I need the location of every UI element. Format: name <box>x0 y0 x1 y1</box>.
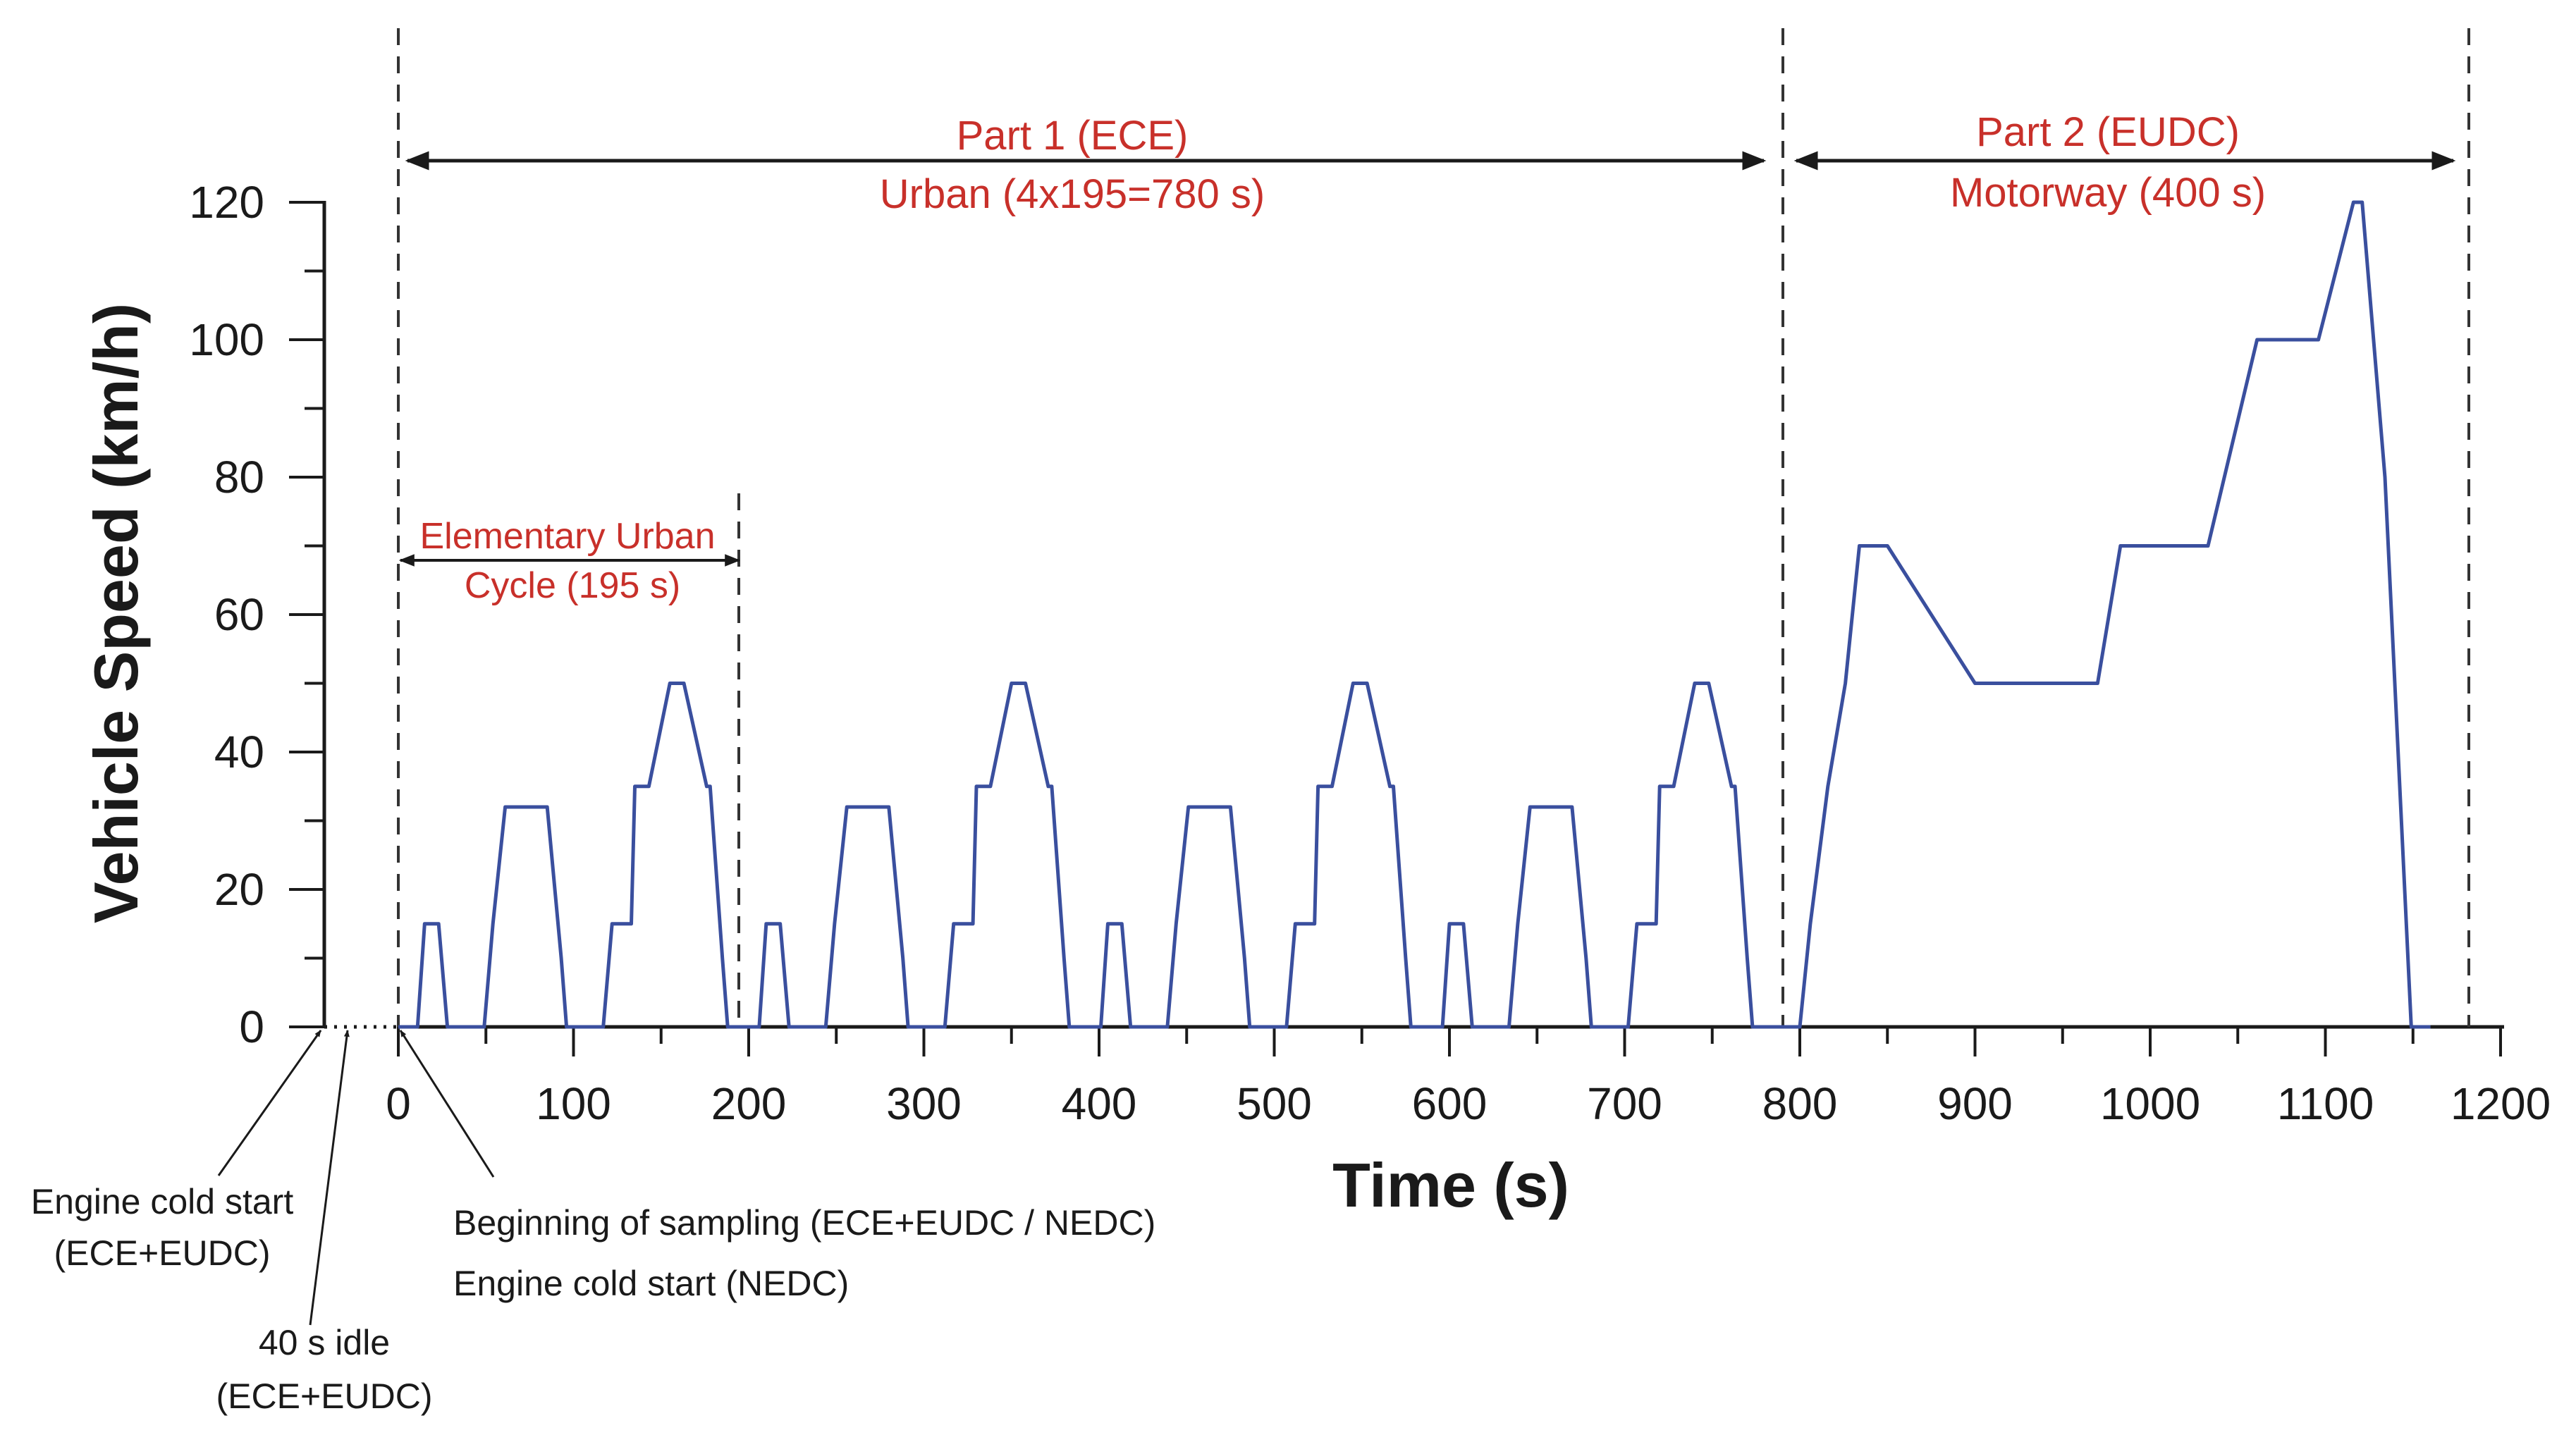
x-tick-label: 800 <box>1762 1078 1838 1129</box>
x-tick-label: 1000 <box>2100 1078 2200 1129</box>
x-tick-label: 100 <box>536 1078 611 1129</box>
y-tick-label: 80 <box>214 452 264 503</box>
x-tick-label: 200 <box>711 1078 787 1129</box>
x-tick-label: 500 <box>1237 1078 1312 1129</box>
x-tick-label: 300 <box>886 1078 962 1129</box>
y-tick-label: 40 <box>214 727 264 777</box>
y-tick-label: 100 <box>189 314 264 365</box>
x-tick-label: 0 <box>386 1078 411 1129</box>
part1-sublabel: Urban (4x195=780 s) <box>880 171 1265 217</box>
cold-start-note-sub: (ECE+EUDC) <box>54 1233 271 1273</box>
part2-label: Part 2 (EUDC) <box>1976 109 2240 155</box>
idle-pointer <box>309 1030 350 1326</box>
y-tick-label: 0 <box>239 1002 264 1052</box>
x-axis-title: Time (s) <box>1332 1150 1569 1220</box>
part2-sublabel: Motorway (400 s) <box>1950 170 2266 216</box>
sampling-note-sub: Engine cold start (NEDC) <box>453 1264 849 1303</box>
x-tick-label: 900 <box>1937 1078 2013 1129</box>
x-tick-label: 600 <box>1412 1078 1488 1129</box>
speed-profile-line <box>398 200 2431 1029</box>
y-tick-label: 120 <box>189 177 264 228</box>
cold-start-pointer <box>217 1030 322 1176</box>
y-tick-label: 60 <box>214 589 264 640</box>
x-tick-label: 400 <box>1062 1078 1137 1129</box>
elementary-label: Elementary Urban <box>419 516 715 557</box>
idle-note-sub: (ECE+EUDC) <box>216 1376 433 1416</box>
y-tick-label: 20 <box>214 864 264 915</box>
x-tick-label: 1100 <box>2277 1078 2374 1129</box>
x-tick-label: 700 <box>1587 1078 1662 1129</box>
x-tick-label: 1200 <box>2451 1078 2551 1129</box>
idle-note: 40 s idle <box>259 1323 390 1362</box>
sampling-note: Beginning of sampling (ECE+EUDC / NEDC) <box>453 1203 1155 1243</box>
sampling-pointer <box>399 1030 495 1178</box>
part1-label: Part 1 (ECE) <box>957 113 1189 159</box>
cold-start-note: Engine cold start <box>31 1182 294 1221</box>
elementary-sublabel: Cycle (195 s) <box>465 565 680 606</box>
y-axis-title: Vehicle Speed (km/h) <box>81 303 151 923</box>
